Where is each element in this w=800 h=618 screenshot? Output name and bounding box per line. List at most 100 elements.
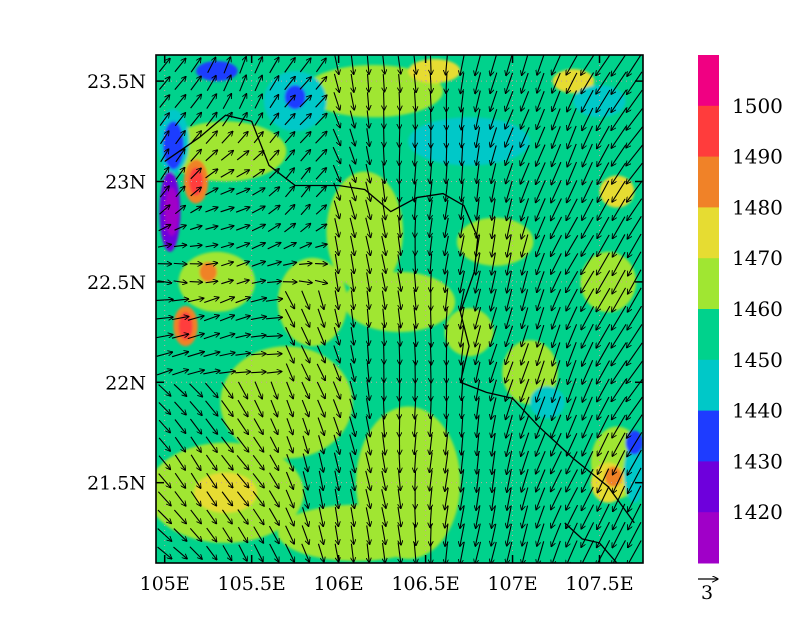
wind-vector	[490, 379, 497, 401]
wind-vector	[567, 107, 577, 130]
wind-vector	[596, 342, 611, 366]
wind-vector	[521, 91, 530, 111]
wind-vector	[537, 360, 545, 384]
wind-vector	[366, 398, 370, 418]
wind-vector	[270, 399, 278, 417]
wind-vector	[269, 454, 279, 471]
wind-vector	[445, 235, 449, 256]
wind-vector	[536, 505, 545, 528]
wind-vector	[476, 145, 480, 165]
wind-vector	[220, 189, 234, 195]
wind-vector	[475, 72, 482, 93]
wind-vector	[300, 223, 310, 233]
wind-vector	[221, 262, 233, 267]
wind-vector	[334, 218, 339, 237]
x-tick-label: 105E	[140, 573, 190, 595]
wind-vector	[252, 188, 264, 196]
wind-vector	[461, 163, 462, 184]
wind-vector	[190, 187, 202, 197]
wind-vector	[174, 58, 186, 73]
wind-vector	[383, 181, 386, 201]
wind-vector	[267, 262, 281, 267]
wind-vector	[286, 399, 293, 417]
wind-vector	[158, 473, 171, 488]
wind-vector	[299, 114, 311, 126]
wind-vector	[491, 523, 497, 546]
wind-vector	[491, 415, 497, 437]
wind-vector	[207, 57, 216, 74]
wind-vector	[462, 145, 463, 165]
wind-vector	[490, 325, 498, 347]
wind-vector	[628, 233, 642, 258]
wind-vector	[460, 55, 465, 76]
wind-vector	[349, 470, 355, 491]
wind-vector	[350, 92, 355, 110]
wind-vector	[399, 470, 401, 491]
wind-vector	[366, 272, 370, 291]
wind-vector	[367, 308, 369, 327]
wind-vector	[536, 450, 546, 474]
wind-vector	[597, 143, 610, 166]
wind-vector	[597, 125, 610, 149]
wind-vector	[475, 541, 482, 563]
wind-vector	[317, 399, 325, 417]
wind-vector	[174, 95, 186, 109]
wind-vector	[171, 352, 188, 358]
wind-vector	[315, 77, 327, 90]
wind-vector	[626, 108, 643, 130]
wind-vector	[236, 170, 250, 178]
wind-vector	[285, 186, 294, 198]
wind-vector	[267, 281, 281, 282]
wind-vector	[430, 55, 431, 74]
wind-vector	[506, 414, 513, 438]
wind-vector	[190, 58, 201, 73]
wind-vector	[332, 381, 340, 399]
field-patch	[220, 346, 353, 459]
wind-vector	[334, 308, 339, 327]
wind-vector	[318, 506, 323, 526]
wind-vector	[254, 399, 263, 417]
wind-vector	[237, 418, 249, 435]
wind-vector	[316, 381, 325, 399]
wind-vector	[477, 181, 479, 202]
wind-vector	[237, 132, 248, 144]
wind-vector	[239, 75, 247, 92]
wind-vector	[581, 89, 594, 112]
wind-vector	[299, 95, 312, 108]
wind-vector	[445, 217, 449, 237]
wind-vector	[597, 414, 610, 438]
wind-vector	[367, 344, 368, 364]
wind-vector	[222, 94, 231, 110]
wind-vector	[429, 452, 432, 473]
wind-vector	[383, 542, 386, 563]
wind-vector	[268, 490, 279, 507]
wind-vector	[381, 489, 386, 508]
wind-vector	[236, 151, 249, 161]
colorbar-segment	[698, 461, 719, 513]
wind-vector	[397, 524, 401, 545]
wind-vector	[219, 352, 236, 357]
wind-vector	[612, 234, 626, 257]
wind-vector	[159, 95, 170, 108]
wind-vector	[476, 108, 481, 130]
colorbar-label: 1430	[732, 449, 783, 473]
wind-vector	[582, 360, 594, 384]
wind-vector	[446, 55, 448, 75]
wind-vector	[315, 149, 327, 162]
wind-vector	[475, 270, 481, 293]
wind-vector	[537, 541, 545, 563]
wind-vector	[383, 145, 384, 165]
wind-vector	[445, 452, 448, 473]
wind-vector	[383, 55, 385, 74]
wind-vector	[157, 509, 171, 524]
wind-vector	[520, 162, 530, 184]
wind-vector	[266, 336, 282, 337]
wind-vector	[284, 205, 295, 216]
colorbar-segment	[698, 258, 719, 310]
wind-vector	[365, 489, 371, 508]
wind-vector	[269, 472, 279, 489]
wind-vector	[206, 545, 217, 560]
wind-vector	[581, 72, 595, 94]
wind-vector	[252, 454, 264, 470]
plot-area	[156, 55, 643, 563]
